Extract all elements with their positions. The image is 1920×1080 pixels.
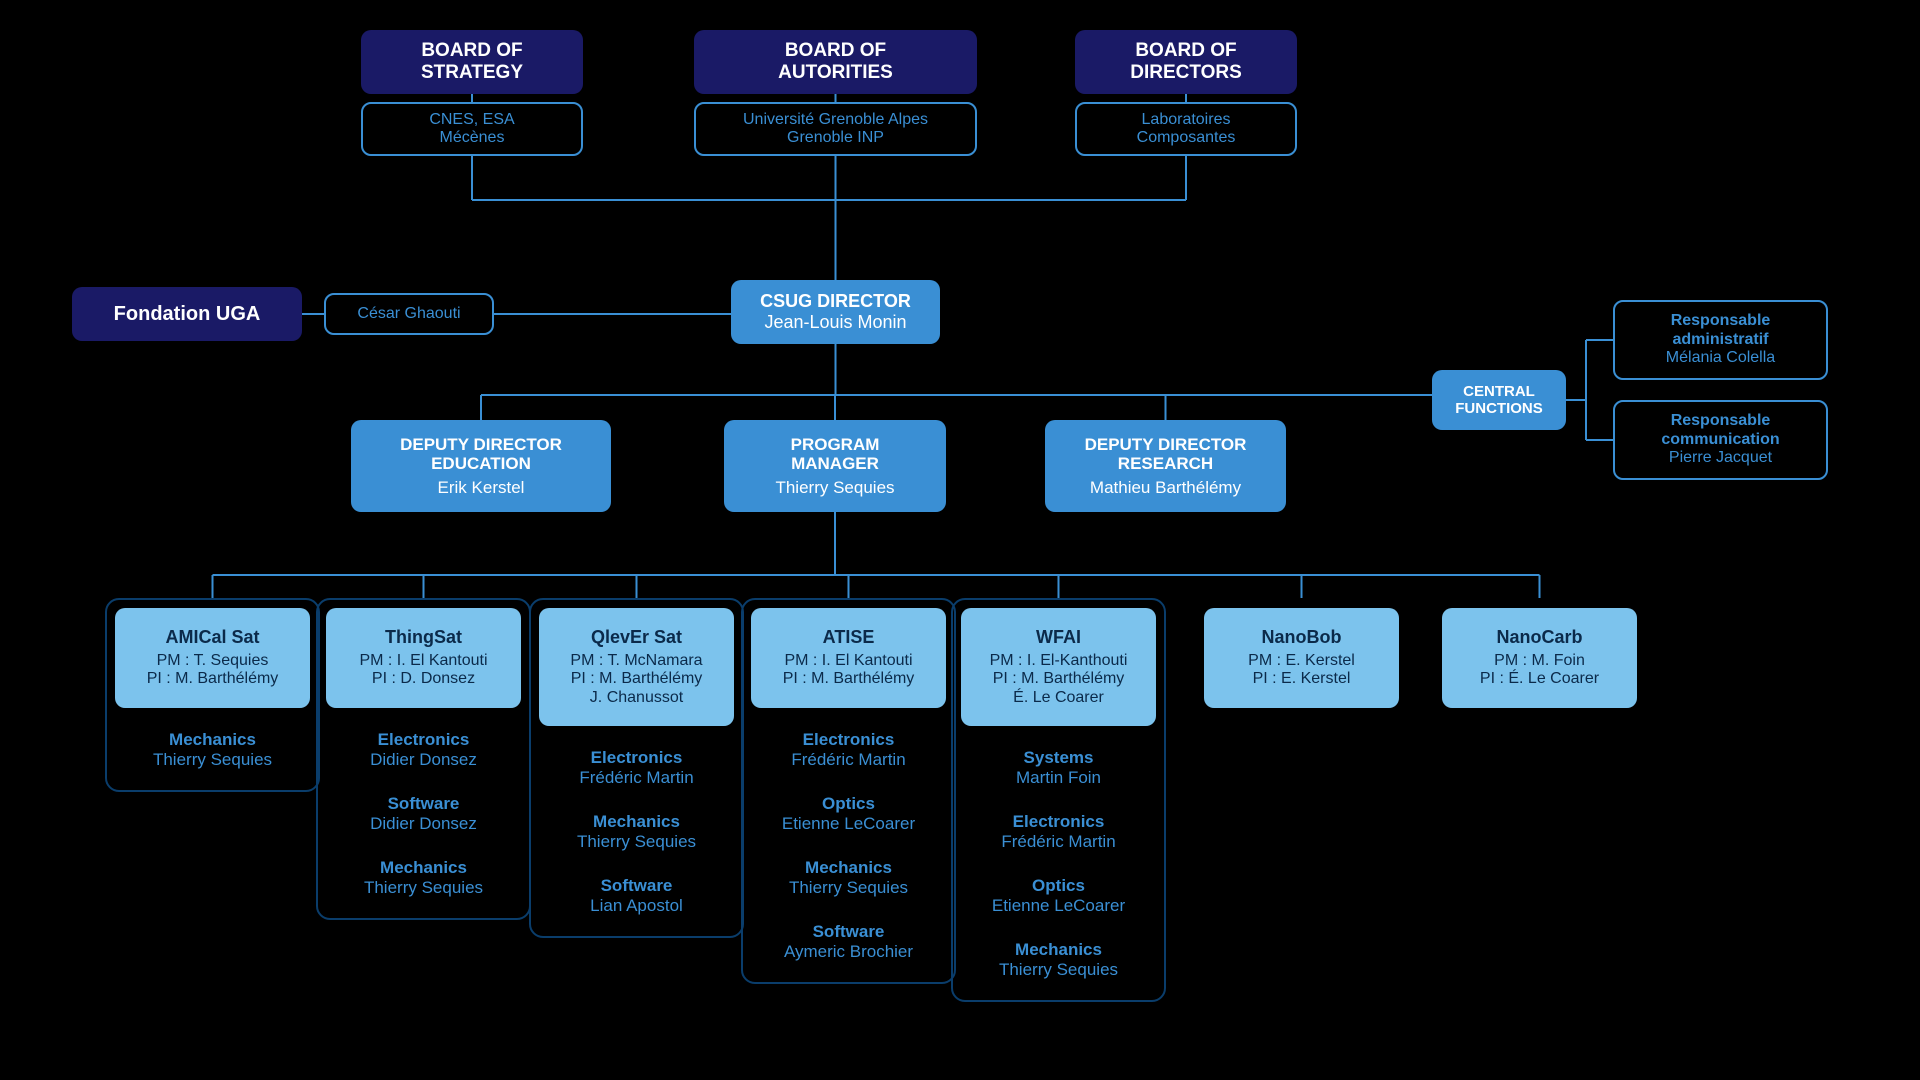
project-outline (529, 598, 744, 938)
csug-director: CSUG DIRECTOR Jean-Louis Monin (731, 280, 940, 344)
responsable-admin: Responsable administratif Mélania Colell… (1613, 300, 1828, 380)
board-authorities-sub-1: Université Grenoble Alpes (743, 111, 928, 129)
board-directors-title-1: BOARD OF (1135, 40, 1236, 62)
board-authorities-sub-2: Grenoble INP (787, 129, 884, 147)
csug-director-person: Jean-Louis Monin (764, 312, 906, 333)
deputy-education-title-2: EDUCATION (431, 454, 531, 474)
board-strategy-sub-2: Mécènes (440, 129, 505, 147)
project-header-nanobob: NanoBob PM : E. KerstelPI : E. Kerstel (1204, 608, 1399, 708)
responsable-comm-title-1: Responsable (1671, 412, 1771, 430)
board-strategy: BOARD OF STRATEGY (361, 30, 583, 94)
responsable-admin-person: Mélania Colella (1666, 349, 1775, 367)
board-directors: BOARD OF DIRECTORS (1075, 30, 1297, 94)
responsable-comm-person: Pierre Jacquet (1669, 449, 1772, 467)
board-authorities-sub: Université Grenoble Alpes Grenoble INP (694, 102, 977, 156)
board-strategy-sub: CNES, ESA Mécènes (361, 102, 583, 156)
board-strategy-sub-1: CNES, ESA (429, 111, 514, 129)
board-authorities-title-1: BOARD OF (785, 40, 886, 62)
board-authorities-title-2: AUTORITIES (778, 62, 893, 84)
deputy-research-title-1: DEPUTY DIRECTOR (1085, 435, 1247, 455)
cesar-ghaouti: César Ghaouti (324, 293, 494, 335)
board-authorities: BOARD OF AUTORITIES (694, 30, 977, 94)
project-name: NanoCarb (1496, 627, 1582, 648)
project-outline (316, 598, 531, 920)
project-pi: PI : E. Kerstel (1253, 670, 1351, 688)
responsable-comm: Responsable communication Pierre Jacquet (1613, 400, 1828, 480)
central-functions-title-2: FUNCTIONS (1455, 400, 1543, 417)
project-outline (741, 598, 956, 984)
project-pi: PI : É. Le Coarer (1480, 670, 1599, 688)
board-directors-sub-2: Composantes (1137, 129, 1236, 147)
board-directors-title-2: DIRECTORS (1130, 62, 1242, 84)
deputy-research-person: Mathieu Barthélémy (1090, 478, 1241, 498)
deputy-education: DEPUTY DIRECTOR EDUCATION Erik Kerstel (351, 420, 611, 512)
board-directors-sub-1: Laboratoires (1142, 111, 1231, 129)
program-manager-title-1: PROGRAM (791, 435, 880, 455)
deputy-education-person: Erik Kerstel (438, 478, 525, 498)
project-pm: PM : M. Foin (1494, 652, 1585, 670)
deputy-education-title-1: DEPUTY DIRECTOR (400, 435, 562, 455)
project-outline (951, 598, 1166, 1002)
cesar-ghaouti-name: César Ghaouti (357, 305, 460, 323)
fondation-uga: Fondation UGA (72, 287, 302, 341)
board-strategy-title-1: BOARD OF (421, 40, 522, 62)
program-manager-person: Thierry Sequies (775, 478, 894, 498)
program-manager: PROGRAM MANAGER Thierry Sequies (724, 420, 946, 512)
responsable-comm-title-2: communication (1661, 431, 1779, 449)
deputy-research: DEPUTY DIRECTOR RESEARCH Mathieu Barthél… (1045, 420, 1286, 512)
board-directors-sub: Laboratoires Composantes (1075, 102, 1297, 156)
central-functions-title-1: CENTRAL (1463, 383, 1535, 400)
central-functions: CENTRAL FUNCTIONS (1432, 370, 1566, 430)
project-name: NanoBob (1262, 627, 1342, 648)
board-strategy-title-2: STRATEGY (421, 62, 523, 84)
project-outline (105, 598, 320, 792)
csug-director-title: CSUG DIRECTOR (760, 291, 911, 312)
project-pm: PM : E. Kerstel (1248, 652, 1355, 670)
project-header-nanocarb: NanoCarb PM : M. FoinPI : É. Le Coarer (1442, 608, 1637, 708)
fondation-uga-label: Fondation UGA (114, 303, 261, 326)
program-manager-title-2: MANAGER (791, 454, 879, 474)
responsable-admin-title-2: administratif (1672, 331, 1768, 349)
responsable-admin-title-1: Responsable (1671, 312, 1771, 330)
deputy-research-title-2: RESEARCH (1118, 454, 1213, 474)
